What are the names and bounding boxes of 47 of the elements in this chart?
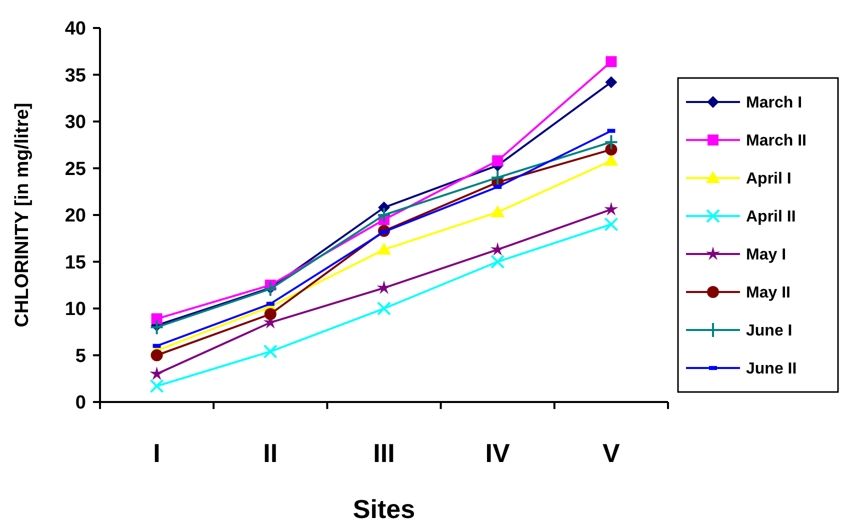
point [263, 280, 278, 297]
y-tick-label: 20 [64, 206, 86, 227]
x-tick-label: V [602, 438, 621, 468]
x-tick-label: II [263, 438, 278, 468]
point [605, 144, 618, 156]
point [151, 313, 162, 324]
legend-label: April II [746, 208, 796, 226]
y-tick-label: 10 [64, 299, 86, 320]
point [492, 155, 504, 166]
y-tick-label: 30 [64, 112, 86, 134]
point [377, 302, 391, 316]
y-tick-label: 15 [64, 252, 86, 274]
point [605, 76, 618, 88]
point [150, 319, 164, 336]
point [490, 254, 505, 269]
legend-label: June I [746, 322, 792, 340]
point [263, 344, 278, 359]
point [264, 308, 276, 320]
x-tick-label: IV [485, 438, 511, 468]
y-tick-label: 5 [75, 346, 86, 367]
y-tick-label: 35 [64, 65, 86, 86]
y-tick-label: 25 [64, 158, 86, 180]
y-axis-title: CHLORINITY [in mg/litre] [12, 102, 33, 328]
legend-label: April I [746, 170, 792, 188]
x-axis-title: Sites [352, 494, 416, 522]
legend-label: May I [746, 246, 786, 264]
point [490, 242, 505, 256]
y-tick-label: 40 [64, 18, 86, 40]
point [606, 56, 617, 68]
x-tick-label: I [153, 438, 160, 468]
point [150, 366, 164, 380]
legend-label: March II [746, 132, 806, 150]
point [150, 349, 163, 362]
legend-label: June II [746, 360, 797, 378]
point [490, 205, 505, 218]
point [604, 202, 618, 216]
point [150, 379, 164, 394]
point [604, 134, 618, 150]
x-tick-label: III [373, 438, 395, 468]
point [604, 154, 618, 166]
point [604, 217, 618, 232]
point [490, 170, 505, 186]
legend-label: March I [746, 94, 802, 112]
point [377, 207, 391, 223]
legend-label: May II [746, 284, 790, 302]
point [377, 242, 391, 255]
y-tick-label: 0 [75, 392, 86, 414]
